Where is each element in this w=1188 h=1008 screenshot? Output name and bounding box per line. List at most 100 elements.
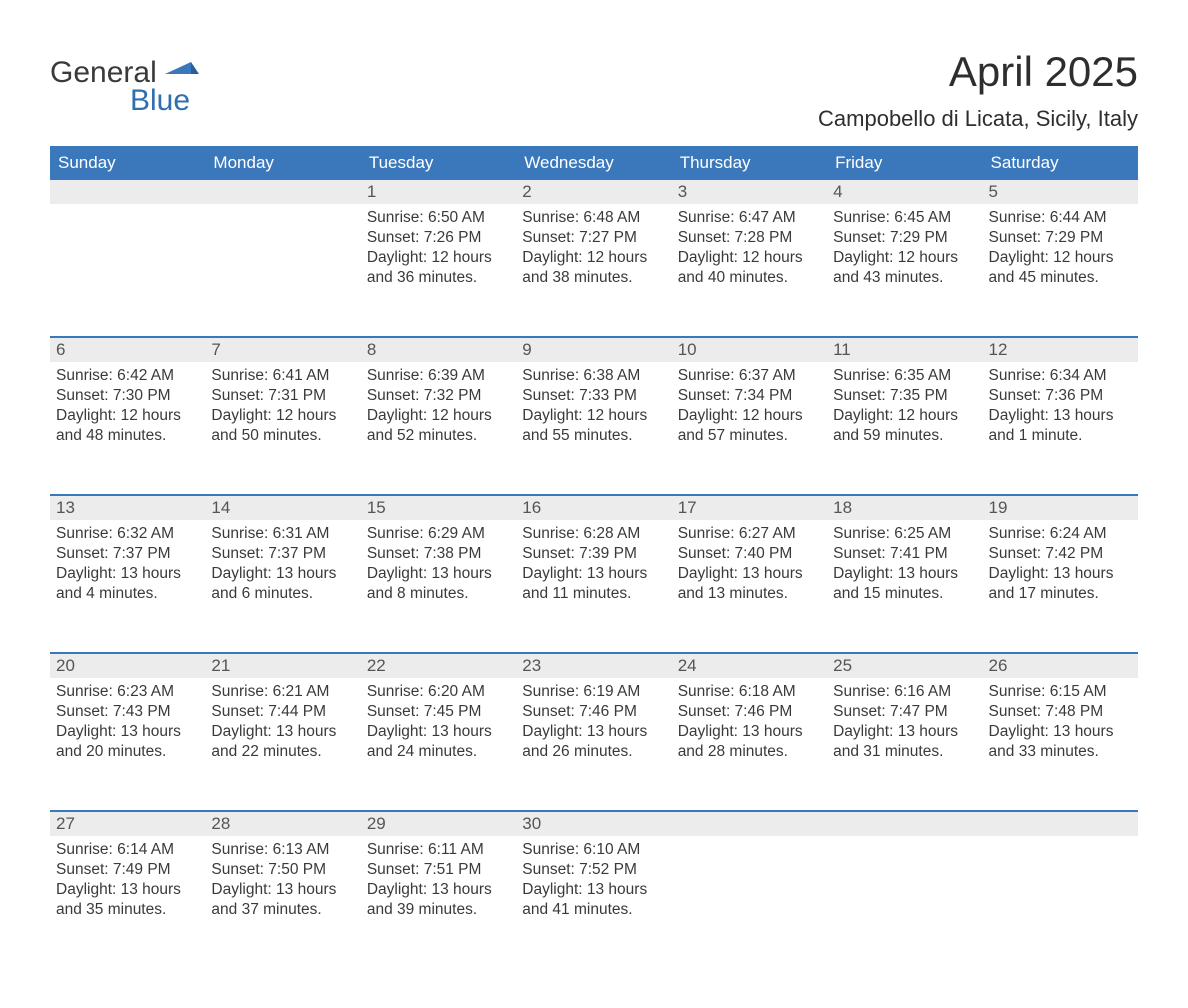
day-body-cell: Sunrise: 6:50 AMSunset: 7:26 PMDaylight:… (361, 204, 516, 337)
day-details: Sunrise: 6:50 AMSunset: 7:26 PMDaylight:… (361, 204, 516, 293)
weekday-header: Thursday (672, 146, 827, 180)
title-block: April 2025 Campobello di Licata, Sicily,… (818, 50, 1138, 132)
day-number-cell: 26 (983, 653, 1138, 678)
daylight-line: Daylight: 13 hours and 4 minutes. (56, 564, 199, 604)
week-daynum-row: 20212223242526 (50, 653, 1138, 678)
day-body-cell (50, 204, 205, 337)
sunrise-line: Sunrise: 6:48 AM (522, 208, 665, 228)
day-details: Sunrise: 6:20 AMSunset: 7:45 PMDaylight:… (361, 678, 516, 767)
day-number-cell: 9 (516, 337, 671, 362)
daylight-line: Daylight: 12 hours and 55 minutes. (522, 406, 665, 446)
sunset-line: Sunset: 7:45 PM (367, 702, 510, 722)
daylight-line: Daylight: 13 hours and 1 minute. (989, 406, 1132, 446)
day-details: Sunrise: 6:44 AMSunset: 7:29 PMDaylight:… (983, 204, 1138, 293)
sunrise-line: Sunrise: 6:45 AM (833, 208, 976, 228)
day-number-cell: 14 (205, 495, 360, 520)
sunset-line: Sunset: 7:31 PM (211, 386, 354, 406)
day-body-cell: Sunrise: 6:45 AMSunset: 7:29 PMDaylight:… (827, 204, 982, 337)
sunrise-line: Sunrise: 6:24 AM (989, 524, 1132, 544)
day-details: Sunrise: 6:32 AMSunset: 7:37 PMDaylight:… (50, 520, 205, 609)
day-details: Sunrise: 6:19 AMSunset: 7:46 PMDaylight:… (516, 678, 671, 767)
day-number-cell: 7 (205, 337, 360, 362)
day-body-cell: Sunrise: 6:11 AMSunset: 7:51 PMDaylight:… (361, 836, 516, 968)
sunrise-line: Sunrise: 6:34 AM (989, 366, 1132, 386)
sunrise-line: Sunrise: 6:16 AM (833, 682, 976, 702)
sunrise-line: Sunrise: 6:11 AM (367, 840, 510, 860)
sunrise-line: Sunrise: 6:20 AM (367, 682, 510, 702)
weekday-header: Wednesday (516, 146, 671, 180)
sunrise-line: Sunrise: 6:47 AM (678, 208, 821, 228)
day-body-cell (827, 836, 982, 968)
week-body-row: Sunrise: 6:23 AMSunset: 7:43 PMDaylight:… (50, 678, 1138, 811)
day-body-cell: Sunrise: 6:39 AMSunset: 7:32 PMDaylight:… (361, 362, 516, 495)
day-details: Sunrise: 6:39 AMSunset: 7:32 PMDaylight:… (361, 362, 516, 451)
day-details: Sunrise: 6:14 AMSunset: 7:49 PMDaylight:… (50, 836, 205, 925)
day-number-cell (205, 180, 360, 204)
sunrise-line: Sunrise: 6:32 AM (56, 524, 199, 544)
weekday-header: Saturday (983, 146, 1138, 180)
daylight-line: Daylight: 13 hours and 41 minutes. (522, 880, 665, 920)
sunset-line: Sunset: 7:50 PM (211, 860, 354, 880)
weekday-header-row: Sunday Monday Tuesday Wednesday Thursday… (50, 146, 1138, 180)
day-body-cell: Sunrise: 6:31 AMSunset: 7:37 PMDaylight:… (205, 520, 360, 653)
sunset-line: Sunset: 7:46 PM (678, 702, 821, 722)
day-details: Sunrise: 6:10 AMSunset: 7:52 PMDaylight:… (516, 836, 671, 925)
sunset-line: Sunset: 7:41 PM (833, 544, 976, 564)
sunset-line: Sunset: 7:47 PM (833, 702, 976, 722)
day-number-cell: 24 (672, 653, 827, 678)
weekday-header: Sunday (50, 146, 205, 180)
day-body-cell: Sunrise: 6:44 AMSunset: 7:29 PMDaylight:… (983, 204, 1138, 337)
day-body-cell: Sunrise: 6:16 AMSunset: 7:47 PMDaylight:… (827, 678, 982, 811)
sunset-line: Sunset: 7:28 PM (678, 228, 821, 248)
week-daynum-row: 27282930 (50, 811, 1138, 836)
day-body-cell: Sunrise: 6:10 AMSunset: 7:52 PMDaylight:… (516, 836, 671, 968)
brand-logo: General Blue (50, 50, 199, 118)
day-number-cell: 5 (983, 180, 1138, 204)
sunrise-line: Sunrise: 6:41 AM (211, 366, 354, 386)
sunset-line: Sunset: 7:42 PM (989, 544, 1132, 564)
day-details: Sunrise: 6:47 AMSunset: 7:28 PMDaylight:… (672, 204, 827, 293)
daylight-line: Daylight: 13 hours and 33 minutes. (989, 722, 1132, 762)
sunrise-line: Sunrise: 6:15 AM (989, 682, 1132, 702)
day-body-cell: Sunrise: 6:24 AMSunset: 7:42 PMDaylight:… (983, 520, 1138, 653)
day-details: Sunrise: 6:27 AMSunset: 7:40 PMDaylight:… (672, 520, 827, 609)
daylight-line: Daylight: 13 hours and 20 minutes. (56, 722, 199, 762)
week-body-row: Sunrise: 6:32 AMSunset: 7:37 PMDaylight:… (50, 520, 1138, 653)
day-number-cell: 25 (827, 653, 982, 678)
day-details: Sunrise: 6:29 AMSunset: 7:38 PMDaylight:… (361, 520, 516, 609)
sunrise-line: Sunrise: 6:37 AM (678, 366, 821, 386)
day-details: Sunrise: 6:24 AMSunset: 7:42 PMDaylight:… (983, 520, 1138, 609)
day-body-cell: Sunrise: 6:29 AMSunset: 7:38 PMDaylight:… (361, 520, 516, 653)
day-details: Sunrise: 6:18 AMSunset: 7:46 PMDaylight:… (672, 678, 827, 767)
daylight-line: Daylight: 13 hours and 28 minutes. (678, 722, 821, 762)
day-details: Sunrise: 6:11 AMSunset: 7:51 PMDaylight:… (361, 836, 516, 925)
day-details: Sunrise: 6:38 AMSunset: 7:33 PMDaylight:… (516, 362, 671, 451)
day-number-cell: 28 (205, 811, 360, 836)
day-body-cell: Sunrise: 6:19 AMSunset: 7:46 PMDaylight:… (516, 678, 671, 811)
daylight-line: Daylight: 12 hours and 57 minutes. (678, 406, 821, 446)
daylight-line: Daylight: 12 hours and 59 minutes. (833, 406, 976, 446)
day-body-cell (983, 836, 1138, 968)
day-number-cell: 2 (516, 180, 671, 204)
sunset-line: Sunset: 7:46 PM (522, 702, 665, 722)
sunrise-line: Sunrise: 6:14 AM (56, 840, 199, 860)
day-body-cell: Sunrise: 6:15 AMSunset: 7:48 PMDaylight:… (983, 678, 1138, 811)
daylight-line: Daylight: 13 hours and 35 minutes. (56, 880, 199, 920)
day-number-cell: 19 (983, 495, 1138, 520)
day-number-cell: 29 (361, 811, 516, 836)
sunset-line: Sunset: 7:44 PM (211, 702, 354, 722)
day-details: Sunrise: 6:41 AMSunset: 7:31 PMDaylight:… (205, 362, 360, 451)
daylight-line: Daylight: 13 hours and 8 minutes. (367, 564, 510, 604)
week-body-row: Sunrise: 6:42 AMSunset: 7:30 PMDaylight:… (50, 362, 1138, 495)
day-number-cell: 15 (361, 495, 516, 520)
sunset-line: Sunset: 7:33 PM (522, 386, 665, 406)
day-details: Sunrise: 6:16 AMSunset: 7:47 PMDaylight:… (827, 678, 982, 767)
sunset-line: Sunset: 7:38 PM (367, 544, 510, 564)
page-subtitle: Campobello di Licata, Sicily, Italy (818, 106, 1138, 132)
day-body-cell: Sunrise: 6:47 AMSunset: 7:28 PMDaylight:… (672, 204, 827, 337)
sunrise-line: Sunrise: 6:19 AM (522, 682, 665, 702)
daylight-line: Daylight: 13 hours and 31 minutes. (833, 722, 976, 762)
day-number-cell: 21 (205, 653, 360, 678)
logo-flag-icon (165, 60, 199, 80)
day-body-cell: Sunrise: 6:35 AMSunset: 7:35 PMDaylight:… (827, 362, 982, 495)
